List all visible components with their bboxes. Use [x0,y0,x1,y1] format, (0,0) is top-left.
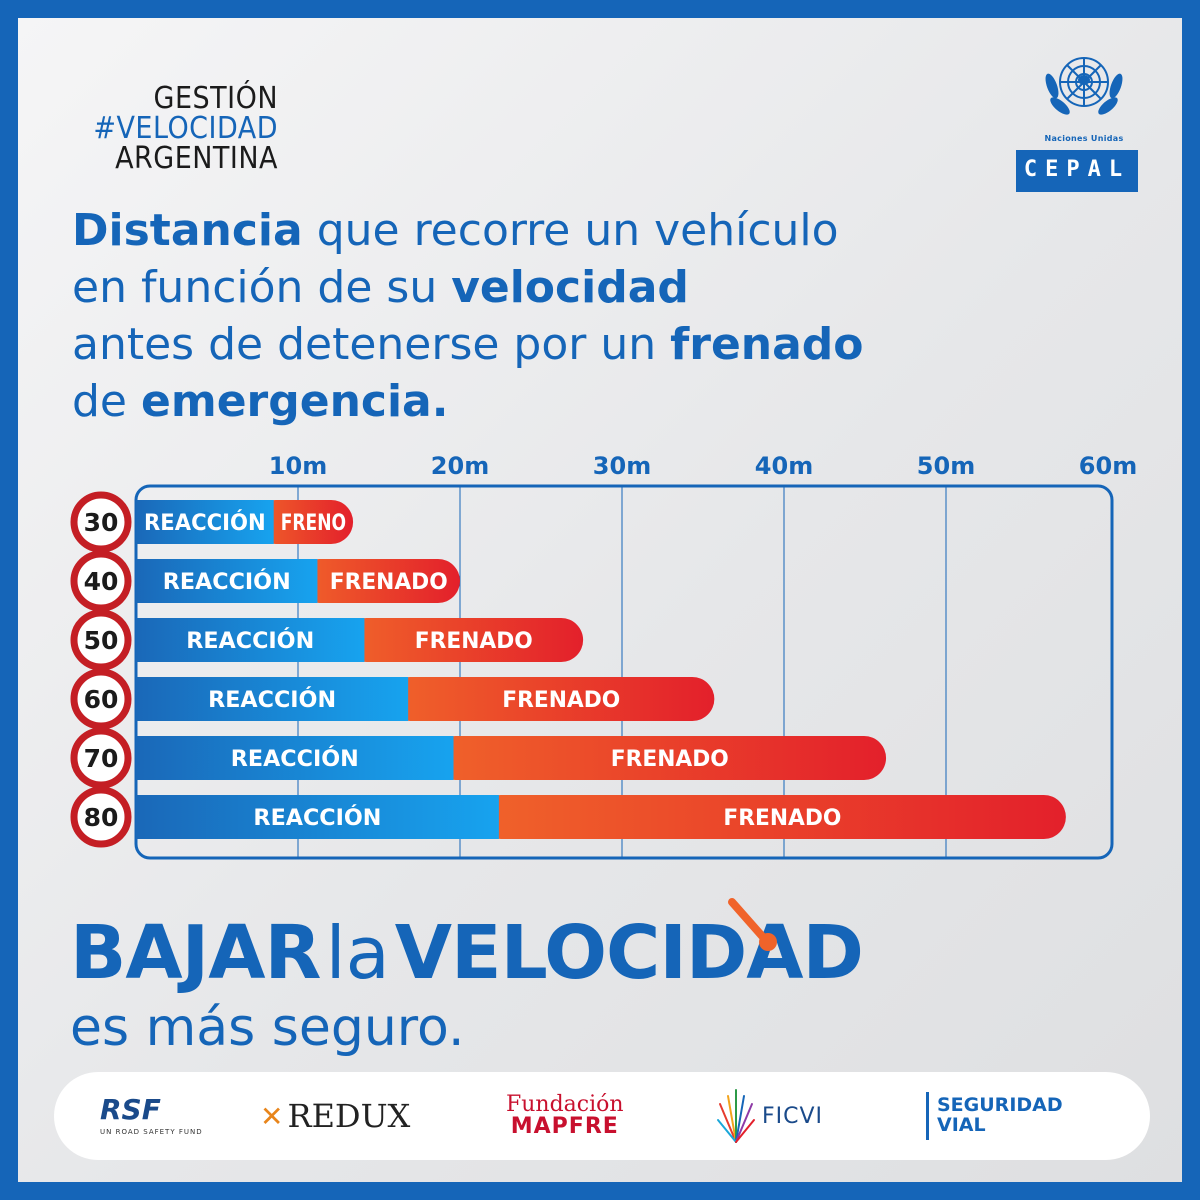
slogan-line-2: es más seguro. [70,998,465,1058]
braking-bar-label: FRENADO [502,688,620,713]
un-logo: Naciones Unidas [1024,42,1144,143]
cepal-logo: CEPAL [1016,150,1138,192]
redux-x-icon: ✕ [260,1099,284,1133]
reaction-bar-label: REACCIÓN [144,510,266,536]
rsf-logo: RSF UN ROAD SAFETY FUND [100,1072,203,1160]
headline-line-3: antes de detenerse por un frenado [72,319,864,370]
reaction-bar [136,795,499,839]
seguridad-vial-line-1: SEGURIDAD [937,1094,1063,1117]
slogan-word-bajar: BAJAR [70,910,321,996]
brand-line-3: ARGENTINA [115,141,278,176]
brand-line-2: #VELOCIDAD [93,111,278,146]
speed-limit-label: 30 [84,508,119,537]
braking-bar-label: FRENADO [611,747,729,772]
ficvi-brush-icon [717,1089,755,1143]
speed-limit-label: 50 [84,626,119,655]
headline: Distancia que recorre un vehículo en fun… [72,202,864,430]
headline-line-2: en función de su velocidad [72,262,689,313]
braking-bar-label: FRENADO [415,629,533,654]
headline-line-1: Distancia que recorre un vehículo [72,205,839,256]
x-tick-label: 10m [269,452,327,480]
braking-bar-label: FRENADO [723,806,841,831]
speed-limit-label: 70 [84,744,119,773]
rsf-logo-subtitle: UN ROAD SAFETY FUND [100,1128,203,1136]
braking-bar [433,736,887,780]
braking-bar [297,559,460,603]
rsf-logo-text: RSF [100,1093,161,1126]
un-label: Naciones Unidas [1044,134,1124,143]
braking-bar [344,618,584,662]
seguridad-vial-line-2: VIAL [937,1114,986,1136]
x-tick-label: 60m [1079,452,1137,480]
ficvi-logo: FICVI [714,1072,823,1160]
braking-bar [253,500,354,544]
reaction-bar-label: REACCIÓN [208,687,336,713]
mapfre-logo: Fundación MAPFRE [506,1072,624,1160]
redux-logo-text: REDUX [287,1097,411,1135]
reaction-bar [136,736,454,780]
speed-limit-sign-icon [70,550,132,612]
x-tick-label: 30m [593,452,651,480]
braking-bar-label: FRENO [281,511,346,536]
x-tick-label: 50m [917,452,975,480]
speed-limit-sign-icon [70,668,132,730]
gestion-velocidad-logo: GESTIÓN #VELOCIDAD ARGENTINA [74,84,278,174]
braking-bar-label: FRENADO [330,570,448,595]
reaction-bar [136,677,409,721]
braking-bar [388,677,715,721]
reaction-bar-label: REACCIÓN [253,805,381,831]
seguridad-vial-logo: SEGURIDAD VIAL [926,1072,1063,1160]
chart-frame [134,484,1114,860]
speed-limit-sign-icon [70,491,132,553]
reaction-bar-label: REACCIÓN [186,628,314,654]
speedometer-needle-icon [728,898,777,951]
slogan-word-la: la [325,911,390,995]
slogan-line-1: BAJAR la VELOCIDAD [70,916,864,990]
reaction-bar [136,500,274,544]
reaction-bar-label: REACCIÓN [231,746,359,772]
un-emblem-icon [1045,57,1123,115]
sponsor-bar: RSF UN ROAD SAFETY FUND ✕ REDUX Fundación… [54,1072,1150,1160]
redux-logo: ✕ REDUX [260,1072,410,1160]
speed-limit-label: 80 [84,803,119,832]
speed-limit-sign-icon [70,727,132,789]
brand-line-1: GESTIÓN [153,81,278,116]
speed-limit-sign-icon [70,786,132,848]
reaction-bar [136,559,318,603]
slogan-word-velocidad: VELOCIDAD [394,910,864,996]
mapfre-logo-line-2: MAPFRE [510,1114,619,1139]
ficvi-logo-text: FICVI [762,1103,824,1129]
speed-limit-sign-icon [70,609,132,671]
x-tick-label: 40m [755,452,813,480]
reaction-bar [136,618,365,662]
speed-limit-label: 60 [84,685,119,714]
headline-line-4: de emergencia. [72,376,449,427]
x-tick-label: 20m [431,452,489,480]
speed-limit-label: 40 [84,567,119,596]
reaction-bar-label: REACCIÓN [163,569,291,595]
mapfre-logo-line-1: Fundación [506,1092,624,1117]
braking-bar [478,795,1066,839]
